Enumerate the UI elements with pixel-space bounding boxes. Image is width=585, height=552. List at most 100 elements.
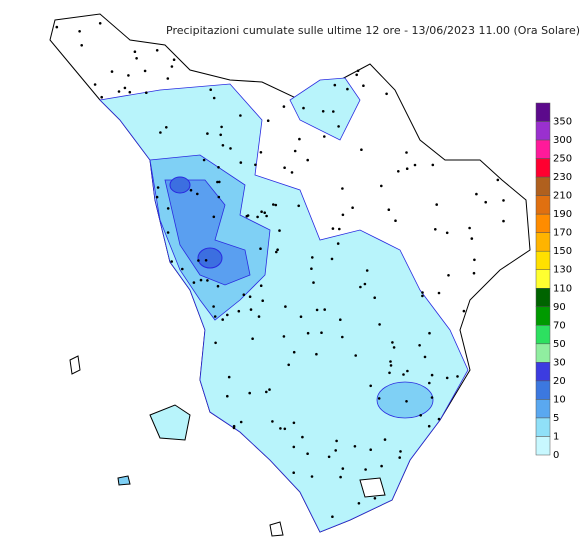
- station-dot: [206, 132, 209, 135]
- station-dot: [172, 58, 176, 61]
- station-dot: [428, 331, 431, 335]
- station-dot: [341, 335, 344, 339]
- station-dot: [359, 285, 362, 289]
- station-dot: [315, 352, 318, 356]
- legend-label: 230: [553, 172, 572, 183]
- station-dot: [310, 475, 314, 478]
- station-dot: [323, 308, 327, 311]
- station-dot: [405, 400, 408, 403]
- legend-swatch: [535, 362, 551, 382]
- station-dot: [380, 184, 383, 188]
- legend-label: 5: [553, 413, 559, 424]
- station-dot: [380, 464, 383, 468]
- station-dot: [333, 83, 337, 87]
- island: [117, 475, 131, 486]
- legend-swatch: [535, 121, 551, 141]
- station-dot: [363, 282, 367, 286]
- station-dot: [279, 427, 282, 430]
- station-dot: [284, 305, 287, 308]
- station-dot: [445, 231, 449, 235]
- station-dot: [212, 305, 215, 308]
- station-dot: [220, 125, 223, 129]
- legend-swatch: [535, 380, 551, 400]
- legend-label: 250: [553, 154, 572, 165]
- station-dot: [292, 421, 296, 425]
- station-dot: [155, 195, 159, 199]
- station-dot: [434, 228, 437, 231]
- station-dot: [338, 227, 341, 231]
- station-dot: [226, 313, 229, 317]
- legend-label: 20: [553, 376, 566, 387]
- station-dot: [271, 420, 274, 423]
- station-dot: [354, 354, 358, 357]
- station-dot: [389, 364, 393, 367]
- rain-area-south: [376, 381, 434, 419]
- station-dot: [213, 315, 217, 318]
- station-dot: [265, 214, 268, 218]
- station-dot: [259, 284, 263, 288]
- station-dot: [219, 133, 222, 137]
- station-dot: [385, 92, 388, 96]
- station-dot: [302, 106, 305, 110]
- station-dot: [259, 151, 263, 154]
- station-dot: [78, 30, 81, 33]
- legend-label: 350: [553, 117, 572, 128]
- station-dot: [419, 414, 423, 417]
- legend-label: 110: [553, 283, 572, 294]
- station-dot: [357, 502, 361, 505]
- station-dot: [278, 229, 281, 232]
- legend-swatch: [535, 306, 551, 326]
- station-dot: [202, 158, 206, 162]
- station-dot: [214, 341, 217, 345]
- station-dot: [206, 279, 209, 282]
- station-dot: [447, 274, 450, 277]
- station-dot: [155, 49, 159, 52]
- station-dot: [100, 95, 103, 99]
- station-dot: [445, 376, 449, 380]
- station-dot: [133, 50, 137, 53]
- station-dot: [301, 435, 304, 439]
- station-dot: [339, 318, 342, 322]
- station-dot: [351, 206, 354, 209]
- station-dot: [293, 149, 297, 153]
- station-dot: [283, 427, 287, 431]
- station-dot: [245, 214, 249, 218]
- station-dot: [330, 257, 334, 261]
- legend-swatch: [535, 417, 551, 437]
- station-dot: [292, 350, 296, 354]
- station-dot: [331, 227, 335, 230]
- station-dot: [456, 375, 459, 378]
- station-dot: [117, 90, 121, 93]
- station-dot: [389, 360, 392, 363]
- station-dot: [484, 200, 488, 204]
- station-dot: [189, 188, 193, 192]
- station-dot: [239, 114, 242, 117]
- station-dot: [369, 448, 373, 452]
- station-dot: [159, 131, 162, 134]
- island: [359, 477, 386, 498]
- station-dot: [339, 475, 342, 479]
- station-dot: [257, 315, 261, 318]
- island: [69, 355, 81, 375]
- island: [149, 404, 191, 441]
- station-dot: [392, 346, 396, 349]
- legend: 3503002502302101901701501301109070503020…: [535, 102, 572, 461]
- station-dot: [221, 144, 225, 147]
- station-dot: [353, 445, 357, 448]
- station-dot: [297, 204, 301, 208]
- station-dot: [373, 497, 377, 500]
- station-dot: [209, 88, 212, 91]
- station-dot: [365, 269, 369, 272]
- station-dot: [166, 77, 170, 80]
- station-dot: [356, 69, 360, 73]
- station-dot: [256, 215, 259, 219]
- rain-area-light: [289, 77, 361, 141]
- station-dot: [331, 515, 334, 518]
- station-dot: [276, 248, 279, 251]
- station-dot: [251, 337, 254, 341]
- legend-label: 10: [553, 394, 566, 405]
- station-dot: [259, 247, 262, 250]
- legend-label: 90: [553, 302, 566, 313]
- station-dot: [242, 293, 246, 297]
